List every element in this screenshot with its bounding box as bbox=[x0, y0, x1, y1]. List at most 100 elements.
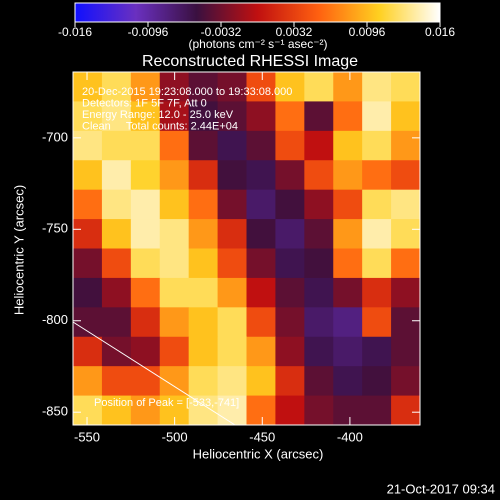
peak-label: Position of Peak = [-533,-741] bbox=[94, 397, 239, 409]
heatmap-cell bbox=[246, 189, 276, 220]
heatmap-cell bbox=[275, 219, 305, 249]
annotation: 20-Dec-2015 19:23:08.000 to 19:33:08.000 bbox=[82, 86, 292, 98]
heatmap-cell bbox=[333, 72, 363, 102]
heatmap-cell bbox=[304, 189, 334, 220]
heatmap-cell bbox=[391, 219, 421, 249]
heatmap-cell bbox=[101, 307, 132, 338]
heatmap-cell bbox=[130, 395, 161, 426]
heatmap-cell bbox=[333, 277, 363, 308]
x-tick-label: -500 bbox=[162, 429, 188, 444]
chart-title: Reconstructed RHESSI Image bbox=[142, 53, 358, 70]
heatmap-cell bbox=[391, 72, 421, 102]
heatmap-cell bbox=[130, 366, 161, 397]
heatmap-cell bbox=[391, 366, 421, 397]
heatmap-cell bbox=[159, 307, 190, 338]
y-tick-label: -850 bbox=[42, 404, 68, 419]
heatmap-cell bbox=[246, 130, 276, 161]
heatmap-cell bbox=[304, 336, 334, 367]
heatmap-cell bbox=[188, 101, 219, 132]
heatmap-cell bbox=[362, 307, 392, 338]
heatmap-cell bbox=[391, 160, 421, 191]
heatmap-cell bbox=[391, 395, 421, 426]
heatmap-cell bbox=[130, 336, 161, 367]
heatmap-cell bbox=[73, 307, 103, 338]
heatmap-cell bbox=[159, 277, 190, 308]
heatmap-cell bbox=[130, 219, 161, 249]
colorbar-tick-label: -0.0096 bbox=[128, 25, 169, 39]
heatmap-cell bbox=[73, 219, 103, 249]
heatmap-cell bbox=[101, 366, 132, 397]
heatmap-cell bbox=[304, 248, 334, 279]
heatmap-cell bbox=[275, 336, 305, 367]
x-tick-label: -400 bbox=[337, 429, 363, 444]
heatmap-cell bbox=[159, 130, 190, 161]
colorbar-tick-label: 0.0096 bbox=[349, 25, 386, 39]
heatmap-cell bbox=[217, 395, 247, 426]
heatmap-cell bbox=[130, 130, 161, 161]
heatmap-cell bbox=[188, 72, 219, 102]
heatmap-cell bbox=[159, 101, 190, 132]
heatmap-cell bbox=[246, 101, 276, 132]
heatmap-cell bbox=[217, 277, 247, 308]
heatmap-cell bbox=[159, 366, 190, 397]
heatmap-cell bbox=[304, 395, 334, 426]
heatmap-cell bbox=[217, 160, 247, 191]
heatmap-cell bbox=[362, 160, 392, 191]
heatmap-cell bbox=[333, 189, 363, 220]
heatmap-cell bbox=[275, 248, 305, 279]
heatmap-cell bbox=[362, 395, 392, 426]
heatmap-cell bbox=[73, 160, 103, 191]
heatmap-cell bbox=[304, 101, 334, 132]
colorbar-frame bbox=[74, 2, 441, 23]
heatmap-cell bbox=[333, 248, 363, 279]
annotation: Energy Range: 12.0 - 25.0 keV bbox=[82, 109, 234, 121]
heatmap-cell bbox=[188, 160, 219, 191]
heatmap-cell bbox=[333, 307, 363, 338]
heatmap-cell bbox=[188, 277, 219, 308]
heatmap-cell bbox=[130, 72, 161, 102]
heatmap-cell bbox=[217, 307, 247, 338]
heatmap-cell bbox=[304, 307, 334, 338]
heatmap-cell bbox=[217, 248, 247, 279]
heatmap-cell bbox=[275, 72, 305, 102]
heatmap-cell bbox=[275, 366, 305, 397]
heatmap-cell bbox=[188, 307, 219, 338]
heatmap-cell bbox=[101, 160, 132, 191]
heatmap-cell bbox=[217, 130, 247, 161]
heatmap-cell bbox=[275, 160, 305, 191]
heatmap-cell bbox=[217, 219, 247, 249]
heatmap-cell bbox=[304, 72, 334, 102]
heatmap-cell bbox=[246, 395, 276, 426]
heatmap-cell bbox=[333, 101, 363, 132]
x-axis-label: Heliocentric X (arcsec) bbox=[193, 446, 324, 461]
heatmap-cell bbox=[275, 395, 305, 426]
heatmap-cell bbox=[159, 189, 190, 220]
heatmap-cell bbox=[391, 248, 421, 279]
heatmap-cell bbox=[333, 130, 363, 161]
heatmap-cell bbox=[101, 219, 132, 249]
y-tick-label: -800 bbox=[42, 312, 68, 327]
heatmap-cell bbox=[304, 160, 334, 191]
heatmap-cell bbox=[217, 101, 247, 132]
limb-line bbox=[72, 321, 236, 426]
heatmap-cell bbox=[333, 336, 363, 367]
heatmap-cell bbox=[304, 130, 334, 161]
colorbar-label: (photons cm⁻² s⁻¹ asec⁻²) bbox=[188, 37, 327, 51]
heatmap-cell bbox=[391, 277, 421, 308]
heatmap-cell bbox=[188, 336, 219, 367]
heatmap-cell bbox=[362, 219, 392, 249]
heatmap-cell bbox=[246, 248, 276, 279]
heatmap-cell bbox=[73, 72, 103, 102]
heatmap-cell bbox=[217, 72, 247, 102]
heatmap-cell bbox=[73, 189, 103, 220]
heatmap-cell bbox=[159, 336, 190, 367]
heatmap-cell bbox=[101, 336, 132, 367]
heatmap-cell bbox=[73, 366, 103, 397]
x-tick-label: -550 bbox=[74, 429, 100, 444]
heatmap-cell bbox=[362, 336, 392, 367]
heatmap-cell bbox=[333, 366, 363, 397]
heatmap-cell bbox=[188, 366, 219, 397]
annotation: Clean Total counts: 2.44E+04 bbox=[82, 120, 238, 132]
heatmap-cell bbox=[391, 189, 421, 220]
